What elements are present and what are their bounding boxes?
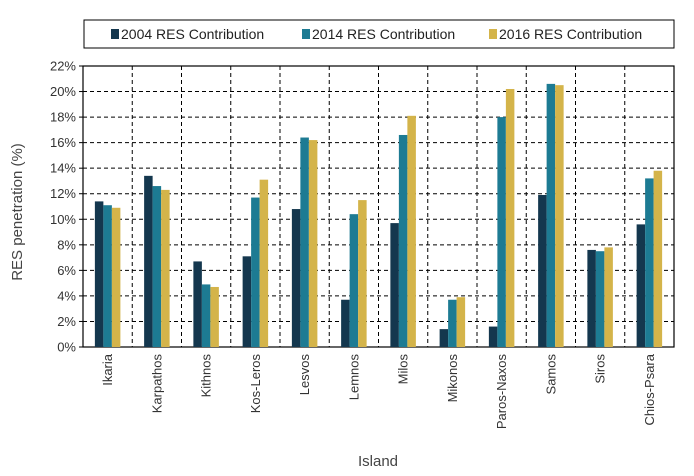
bars [94,83,663,348]
bar-3-lesvos [308,140,318,347]
bar-3-siros [604,247,613,347]
x-axis-title: Island [358,453,398,470]
bar-3-paros-naxos [505,88,515,347]
x-tick-label: Siros [593,354,608,384]
bar-3-kithnos [210,286,219,347]
y-tick-label: 8% [57,237,76,252]
y-tick-label: 2% [57,314,76,329]
legend-label: 2004 RES Contribution [121,26,264,42]
x-tick-label: Lemnos [346,354,361,401]
y-tick-label: 0% [57,340,76,355]
bar-3-milos [407,115,416,348]
y-tick-label: 20% [50,84,76,99]
x-tick-label: Lesvos [297,354,312,396]
legend-label: 2016 RES Contribution [499,26,642,42]
bar-2-milos [398,134,408,347]
bar-1-mikonos [439,329,449,347]
bar-2-karpathos [152,186,162,347]
bar-1-kos-leros [242,256,252,347]
bar-1-ikaria [94,201,104,347]
legend: 2004 RES Contribution 2014 RES Contributi… [83,19,675,49]
y-tick-label: 16% [50,135,76,150]
x-tick-label: Kos-Leros [248,354,263,414]
bar-1-chios-psara [636,224,646,347]
y-tick-label: 18% [50,110,76,125]
x-tick-label: Paros-Naxos [494,354,509,430]
bar-3-chios-psara [653,170,663,347]
y-tick-label: 12% [50,186,76,201]
bar-1-lemnos [341,299,350,347]
bar-1-milos [390,223,399,347]
bar-2-chios-psara [645,178,654,347]
bar-2-samos [546,83,556,347]
legend-swatch [302,29,310,39]
legend-label: 2014 RES Contribution [312,26,455,42]
bar-3-mikonos [456,297,466,347]
y-tick-label: 4% [57,288,76,303]
x-tick-labels: Ikaria Karpathos Kithnos Kos-Leros Lesvos Lem… [100,353,657,429]
bar-3-karpathos [161,189,170,347]
y-tick-label: 6% [57,263,76,278]
y-tick-label: 22% [50,59,76,74]
x-tick-label: Ikaria [100,353,115,386]
bar-3-ikaria [111,207,121,347]
legend-swatch [111,29,119,39]
bar-1-samos [538,195,547,347]
bar-2-lemnos [349,214,359,347]
legend-box [83,19,675,49]
legend-swatch [489,29,497,39]
bar-3-kos-leros [259,179,269,347]
x-tick-label: Milos [396,354,411,385]
x-tick-label: Kithnos [199,354,214,398]
x-tick-label: Chios-Psara [642,353,657,425]
y-tick-label: 14% [50,161,76,176]
x-tick-label: Samos [543,354,558,395]
bar-1-kithnos [193,261,202,347]
bar-2-kithnos [201,284,211,347]
x-tick-label: Mikonos [445,354,460,403]
bar-2-mikonos [448,299,457,347]
bar-3-samos [555,85,564,347]
plot-frame [82,65,675,348]
y-tick-label: 10% [50,212,76,227]
bar-2-siros [595,251,605,347]
bar-1-lesvos [291,209,301,347]
bar-3-lemnos [358,200,367,347]
y-tick-labels: 0% 2% 4% 6% 8% 10% 12% 14% 16% 18% 20% 22% [50,59,76,355]
grid [79,65,675,348]
bar-2-kos-leros [251,197,260,347]
y-axis-title: RES penetration (%) [9,143,26,281]
x-tick-label: Karpathos [149,354,164,414]
bar-2-lesvos [300,137,309,347]
bar-1-karpathos [144,175,153,347]
bar-1-paros-naxos [488,326,498,347]
bar-2-ikaria [103,205,112,347]
bar-2-paros-naxos [497,117,506,347]
bar-1-siros [587,249,596,347]
